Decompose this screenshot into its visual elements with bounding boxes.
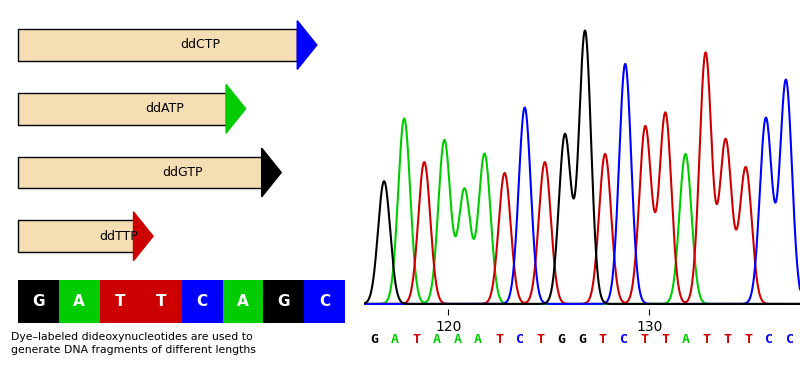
FancyBboxPatch shape <box>141 280 182 323</box>
Text: T: T <box>495 333 503 346</box>
Text: A: A <box>237 294 249 309</box>
FancyBboxPatch shape <box>18 220 134 252</box>
FancyBboxPatch shape <box>58 280 100 323</box>
Text: C: C <box>619 333 627 346</box>
Polygon shape <box>262 148 282 197</box>
Text: T: T <box>412 333 420 346</box>
Text: A: A <box>433 333 441 346</box>
Text: A: A <box>391 333 399 346</box>
FancyBboxPatch shape <box>100 280 141 323</box>
Text: T: T <box>723 333 731 346</box>
FancyBboxPatch shape <box>18 29 298 61</box>
FancyBboxPatch shape <box>18 280 58 323</box>
Text: ddATP: ddATP <box>146 102 184 115</box>
Text: G: G <box>370 333 378 346</box>
Text: T: T <box>661 333 669 346</box>
Text: G: G <box>558 333 566 346</box>
Text: A: A <box>454 333 462 346</box>
Text: G: G <box>32 294 45 309</box>
Text: C: C <box>765 333 773 346</box>
Text: C: C <box>786 333 794 346</box>
Text: ddTTP: ddTTP <box>99 230 138 243</box>
Text: G: G <box>578 333 586 346</box>
Text: G: G <box>278 294 290 309</box>
FancyBboxPatch shape <box>222 280 263 323</box>
Text: C: C <box>197 294 207 309</box>
Text: T: T <box>156 294 166 309</box>
FancyBboxPatch shape <box>182 280 222 323</box>
Text: T: T <box>744 333 752 346</box>
Text: T: T <box>598 333 606 346</box>
Text: T: T <box>115 294 126 309</box>
FancyBboxPatch shape <box>18 93 226 124</box>
FancyBboxPatch shape <box>263 280 304 323</box>
Text: A: A <box>74 294 85 309</box>
Polygon shape <box>134 212 153 261</box>
Text: Dye–labeled dideoxynucleotides are used to
generate DNA fragments of different l: Dye–labeled dideoxynucleotides are used … <box>10 332 255 355</box>
Text: A: A <box>474 333 482 346</box>
Text: C: C <box>516 333 524 346</box>
Polygon shape <box>298 21 317 69</box>
FancyBboxPatch shape <box>18 157 262 188</box>
Text: T: T <box>702 333 710 346</box>
Text: T: T <box>640 333 648 346</box>
Text: C: C <box>319 294 330 309</box>
FancyBboxPatch shape <box>304 280 346 323</box>
Text: T: T <box>537 333 545 346</box>
Text: A: A <box>682 333 690 346</box>
Text: ddCTP: ddCTP <box>180 39 220 51</box>
Text: ddGTP: ddGTP <box>162 166 202 179</box>
Polygon shape <box>226 84 246 133</box>
